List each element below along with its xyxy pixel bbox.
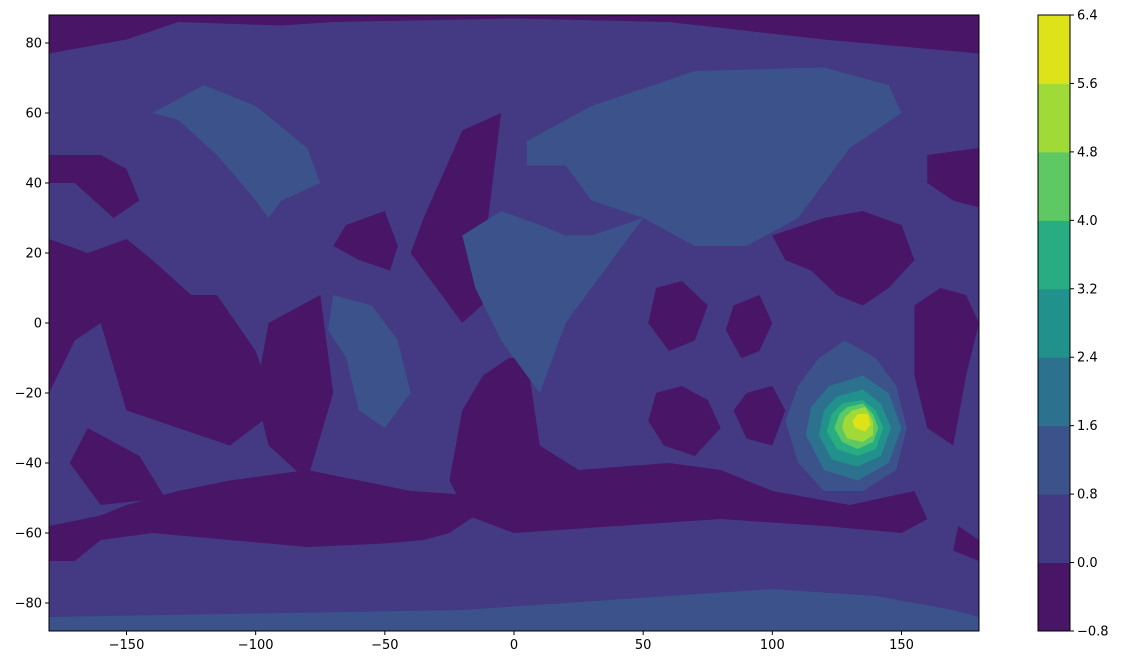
- contour-region: [526, 67, 902, 246]
- colorbar-frame: [1037, 14, 1071, 632]
- y-tick-label: 20: [25, 247, 42, 262]
- colorbar-segment: [1038, 494, 1070, 564]
- contour-region: [255, 295, 334, 481]
- contour-region: [333, 211, 398, 271]
- y-tick-label: −80: [15, 597, 42, 612]
- colorbar-tick-label: 4.8: [1077, 145, 1098, 160]
- contour-region: [772, 211, 915, 306]
- colorbar-tick-label: −0.8: [1077, 625, 1109, 640]
- colorbar-segment: [1038, 83, 1070, 153]
- contour-region: [49, 15, 979, 54]
- contour-region: [49, 239, 277, 446]
- x-tick-label: 50: [635, 638, 652, 653]
- contour-region: [733, 386, 786, 446]
- x-tick-label: −50: [371, 638, 398, 653]
- colorbar-tick-label: 0.0: [1077, 556, 1098, 571]
- contour-region: [725, 295, 773, 358]
- contour-region: [49, 155, 140, 218]
- colorbar-tick-label: 1.6: [1077, 419, 1098, 434]
- contour-region: [49, 470, 476, 561]
- contour-region: [69, 428, 166, 505]
- colorbar-segment: [1038, 357, 1070, 427]
- y-axis: 80 60 40 20 0 −20 −40 −60 −80: [15, 37, 49, 612]
- y-tick-label: 80: [25, 37, 42, 52]
- x-axis: −150 −100 −50 0 50 100 150: [109, 631, 914, 653]
- colorbar-tick-label: 6.4: [1077, 9, 1098, 24]
- colorbar-tick-label: 0.8: [1077, 488, 1098, 503]
- plot-area: [49, 15, 979, 631]
- contour-region: [927, 148, 979, 208]
- colorbar-segment: [1038, 220, 1070, 290]
- y-tick-label: 60: [25, 107, 42, 122]
- y-tick-label: 40: [25, 177, 42, 192]
- x-tick-label: 150: [889, 638, 914, 653]
- y-tick-label: −60: [15, 527, 42, 542]
- x-tick-label: 100: [760, 638, 785, 653]
- colorbar: −0.8 0.0 0.8 1.6 2.4 3.2 4.0 4.8 5.6 6.4: [1037, 9, 1109, 640]
- colorbar-tick-label: 2.4: [1077, 351, 1098, 366]
- contour-region: [648, 386, 721, 456]
- colorbar-segment: [1038, 15, 1070, 84]
- contour-region: [852, 414, 871, 432]
- contour-region: [462, 211, 644, 393]
- colorbar-tick-label: 3.2: [1077, 282, 1098, 297]
- contour-region: [648, 281, 708, 351]
- x-tick-label: −150: [109, 638, 145, 653]
- contour-region: [328, 295, 411, 428]
- contour-region: [449, 358, 928, 533]
- contour-region: [914, 288, 979, 446]
- contour-region: [152, 85, 321, 218]
- colorbar-segment: [1038, 425, 1070, 495]
- colorbar-tick-label: 4.0: [1077, 214, 1098, 229]
- colorbar-segment: [1038, 151, 1070, 221]
- contour-region: [49, 589, 979, 631]
- y-tick-label: 0: [34, 317, 42, 332]
- y-tick-label: −20: [15, 387, 42, 402]
- colorbar-tick-label: 5.6: [1077, 77, 1098, 92]
- colorbar-segment: [1038, 562, 1070, 632]
- x-tick-label: −100: [238, 638, 274, 653]
- contour-region: [953, 526, 979, 561]
- y-tick-label: −40: [15, 457, 42, 472]
- x-tick-label: 0: [510, 638, 518, 653]
- colorbar-segment: [1038, 288, 1070, 358]
